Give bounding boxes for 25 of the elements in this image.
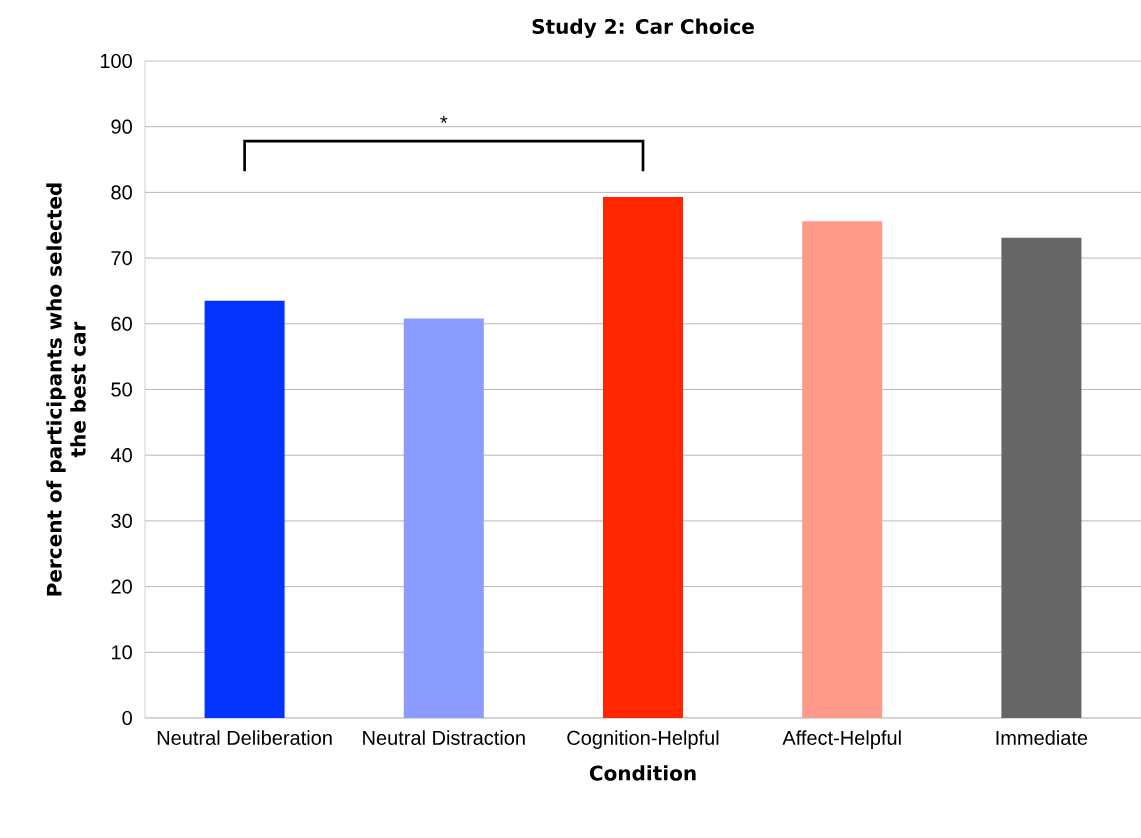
bar <box>1001 237 1082 718</box>
x-tick-label: Neutral Deliberation <box>157 730 332 745</box>
y-tick-label: 60 <box>111 316 132 331</box>
x-axis-title: Condition <box>589 765 696 781</box>
bar <box>204 300 285 718</box>
bar <box>403 318 484 718</box>
y-tick-label: 20 <box>111 579 132 594</box>
x-tick-label: Neutral Distraction <box>363 730 525 745</box>
x-tick-label: Affect-Helpful <box>782 730 901 749</box>
y-tick-label: 0 <box>122 710 132 726</box>
x-tick-label: Immediate <box>996 730 1088 745</box>
y-tick-label: 30 <box>111 513 132 528</box>
y-tick-label: 90 <box>111 119 132 134</box>
x-tick-label: Cognition-Helpful <box>567 730 719 749</box>
y-axis-title: Percent of participants who selected the best car <box>46 183 86 596</box>
annotation: * <box>440 115 448 123</box>
y-tick-label: 40 <box>110 448 132 463</box>
y-tick-label: 70 <box>111 251 132 266</box>
y-tick-label: 80 <box>111 185 132 200</box>
bar <box>802 221 883 718</box>
y-tick-label: 50 <box>111 382 132 397</box>
bar <box>603 196 684 718</box>
chart-title: Study 2: Car Choice <box>532 18 754 39</box>
y-tick-label: 10 <box>112 645 132 660</box>
y-tick-label: 100 <box>100 53 132 69</box>
